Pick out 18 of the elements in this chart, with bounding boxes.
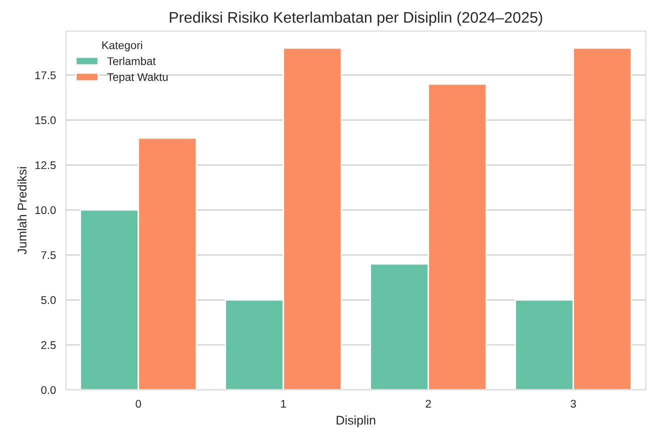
x-tick-label: 0 <box>136 400 142 408</box>
chart-title: Prediksi Risiko Keterlambatan per Disiplin (2024–2025) <box>170 12 542 26</box>
legend-title: Kategori <box>102 41 142 52</box>
legend-label: Terlambat <box>107 56 156 66</box>
y-axis-title: Jumlah Prediksi <box>17 167 27 254</box>
y-tick-label: 2.5 <box>41 341 56 350</box>
legend-label: Tepat Waktu <box>107 72 168 84</box>
y-tick-label: 10.0 <box>35 206 56 214</box>
x-axis-title: Disiplin <box>336 415 376 428</box>
x-tick-label: 1 <box>281 400 286 408</box>
y-tick-label: 17.5 <box>35 71 56 80</box>
y-tick-label: 5.0 <box>41 296 56 304</box>
y-tick-label: 7.5 <box>41 251 56 260</box>
x-tick-label: 2 <box>426 400 431 408</box>
y-tick-label: 15.0 <box>35 116 56 124</box>
x-tick-label: 3 <box>570 400 576 408</box>
y-tick-label: 12.5 <box>35 161 56 170</box>
y-tick-label: 0.0 <box>41 386 56 394</box>
